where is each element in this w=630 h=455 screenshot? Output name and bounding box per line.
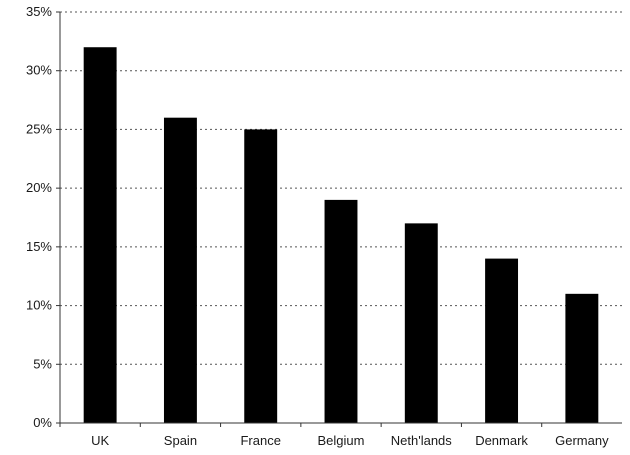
bar bbox=[404, 223, 438, 423]
x-tick-label: UK bbox=[91, 433, 109, 448]
bar bbox=[83, 47, 117, 423]
axes bbox=[59, 12, 622, 424]
x-axis-labels: UK Spain France Belgium Neth'lands Denmark Ger… bbox=[59, 423, 609, 448]
y-axis-ticks: 0% 5% 10% 15% 20% 25% 30% 35% bbox=[26, 4, 60, 430]
y-tick-label: 25% bbox=[26, 121, 52, 136]
y-tick-label: 5% bbox=[33, 356, 52, 371]
y-tick-label: 20% bbox=[26, 180, 52, 195]
bar bbox=[485, 258, 519, 423]
bars bbox=[83, 47, 599, 423]
bar bbox=[244, 129, 278, 423]
y-tick-label: 10% bbox=[26, 298, 52, 313]
x-tick-label: Spain bbox=[164, 433, 197, 448]
y-tick-label: 0% bbox=[33, 415, 52, 430]
x-tick-label: Germany bbox=[555, 433, 609, 448]
x-tick-label: Neth'lands bbox=[391, 433, 453, 448]
y-tick-label: 15% bbox=[26, 239, 52, 254]
bar bbox=[324, 199, 358, 423]
x-tick-label: Denmark bbox=[475, 433, 528, 448]
bar bbox=[565, 293, 599, 423]
bar bbox=[163, 117, 197, 423]
y-tick-label: 35% bbox=[26, 4, 52, 19]
y-tick-label: 30% bbox=[26, 63, 52, 78]
x-tick-label: France bbox=[240, 433, 280, 448]
x-tick-label: Belgium bbox=[318, 433, 365, 448]
